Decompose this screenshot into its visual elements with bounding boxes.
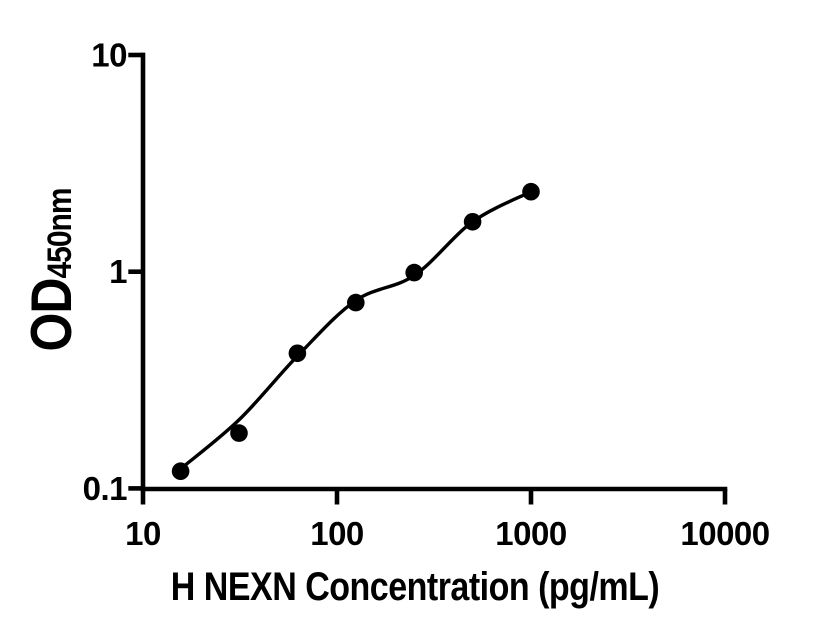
data-point	[230, 424, 248, 442]
data-point	[405, 263, 424, 282]
x-axis-title: H NEXN Concentration (pg/mL)	[170, 564, 660, 610]
y-axis-title-main: OD	[19, 278, 84, 352]
y-tick-label: 1	[109, 253, 127, 290]
x-tick-label: 1000	[495, 515, 566, 552]
y-tick-label: 0.1	[83, 470, 128, 507]
data-point	[347, 293, 365, 312]
data-point	[288, 344, 307, 363]
data-point	[522, 182, 540, 201]
data-point	[463, 213, 482, 231]
y-tick-label: 10	[91, 37, 127, 74]
x-tick-label: 10000	[680, 515, 769, 552]
data-point	[171, 462, 190, 481]
x-tick-label: 10	[125, 515, 161, 552]
x-tick-label: 100	[310, 515, 364, 552]
y-axis-title-subscript: 450nm	[40, 188, 79, 279]
y-axis-title: OD 450nm	[19, 110, 92, 430]
